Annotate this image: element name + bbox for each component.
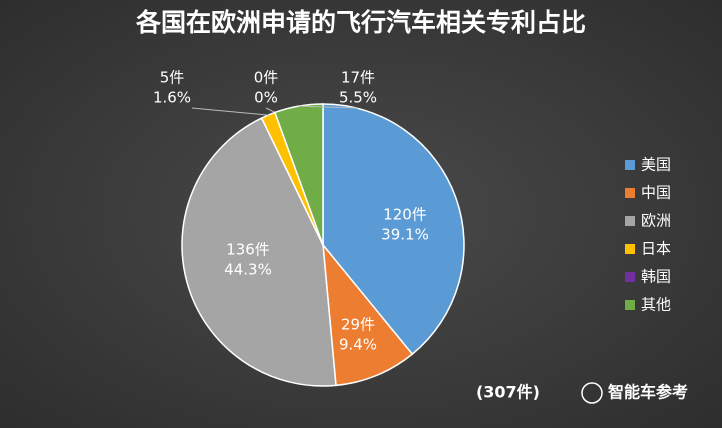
legend-label: 欧洲 [641, 212, 671, 230]
leader-line [265, 107, 276, 113]
data-label: 5.5% [339, 89, 377, 107]
pie-slice [322, 103, 465, 356]
data-label: 44.3% [224, 261, 272, 279]
legend-label: 其他 [641, 296, 671, 314]
legend-swatch [625, 188, 635, 198]
pie-slice [181, 117, 337, 387]
pie-slice [322, 242, 414, 387]
legend-swatch [625, 216, 635, 226]
legend-label: 日本 [641, 240, 671, 258]
legend-label: 韩国 [641, 268, 671, 286]
leader-line [298, 105, 359, 109]
data-label: 1.6% [153, 89, 191, 107]
legend-swatch [625, 272, 635, 282]
legend-swatch [625, 300, 635, 310]
watermark: 智能车参考 [608, 383, 688, 402]
data-label: 0% [254, 89, 278, 107]
data-label: 29件 [341, 316, 375, 334]
legend-swatch [625, 160, 635, 170]
legend-label: 中国 [641, 184, 671, 202]
watermark-icon [581, 382, 603, 404]
data-label: 120件 [383, 206, 427, 224]
chart-title: 各国在欧洲申请的飞行汽车相关专利占比 [135, 8, 586, 37]
data-label: 17件 [341, 69, 375, 87]
total-label: (307件) [476, 383, 540, 402]
data-label: 0件 [254, 69, 279, 87]
data-label: 9.4% [339, 336, 377, 354]
legend-swatch [625, 244, 635, 254]
data-label: 39.1% [381, 226, 429, 244]
leader-line [191, 107, 269, 116]
data-label: 5件 [160, 69, 185, 87]
data-label: 136件 [226, 241, 270, 259]
legend-label: 美国 [641, 156, 671, 174]
